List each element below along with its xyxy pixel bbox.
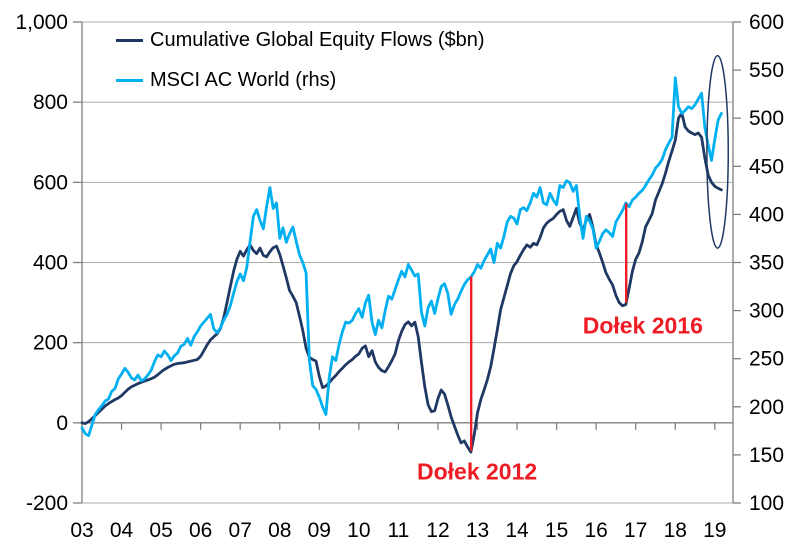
- y-axis-left-label: 1,000: [15, 11, 68, 34]
- y-axis-right-label: 100: [749, 492, 784, 515]
- legend-item-flows: Cumulative Global Equity Flows ($bn): [116, 20, 485, 60]
- y-axis-left-label: -200: [26, 492, 68, 515]
- y-axis-right-label: 200: [749, 396, 784, 419]
- legend: Cumulative Global Equity Flows ($bn) MSC…: [116, 20, 485, 100]
- y-axis-right-label: 150: [749, 444, 784, 467]
- x-axis-label: 03: [70, 519, 93, 542]
- x-axis-label: 07: [229, 519, 252, 542]
- annotation-dolek-2012: Dołek 2012: [416, 458, 538, 485]
- y-axis-left-label: 200: [33, 332, 68, 355]
- flows-line-swatch: [116, 38, 143, 42]
- legend-item-msci: MSCI AC World (rhs): [116, 60, 485, 100]
- x-axis-label: 04: [110, 519, 134, 542]
- y-axis-right-label: 300: [749, 300, 784, 323]
- x-axis-label: 08: [268, 519, 291, 542]
- y-axis-left-label: 600: [33, 171, 68, 194]
- x-axis-label: 18: [664, 519, 687, 542]
- legend-label-msci: MSCI AC World (rhs): [150, 68, 337, 91]
- y-axis-right-label: 500: [749, 107, 784, 130]
- x-axis-label: 12: [426, 519, 449, 542]
- y-axis-right-label: 250: [749, 348, 784, 371]
- x-axis-label: 06: [189, 519, 212, 542]
- x-axis-label: 16: [584, 519, 607, 542]
- msci-line: [80, 76, 723, 438]
- legend-label-flows: Cumulative Global Equity Flows ($bn): [150, 28, 485, 51]
- x-axis-label: 14: [505, 519, 529, 542]
- y-axis-right-label: 550: [749, 59, 784, 82]
- x-axis-label: 19: [703, 519, 726, 542]
- y-axis-right-label: 400: [749, 203, 784, 226]
- y-axis-right-label: 450: [749, 155, 784, 178]
- y-axis-right-label: 600: [749, 11, 784, 34]
- y-axis-left-label: 0: [56, 412, 68, 435]
- annotation-dolek-2016: Dołek 2016: [582, 312, 703, 339]
- x-axis-label: 05: [149, 519, 172, 542]
- x-axis-label: 09: [308, 519, 331, 542]
- y-axis-left-label: 400: [33, 252, 68, 275]
- msci-line-swatch: [116, 78, 143, 82]
- x-axis-label: 15: [545, 519, 568, 542]
- flows-line: [80, 111, 723, 454]
- y-axis-left-label: 800: [33, 91, 68, 114]
- x-axis-label: 13: [466, 519, 489, 542]
- x-axis-label: 17: [624, 519, 647, 542]
- x-axis-label: 10: [347, 519, 370, 542]
- y-axis-right-label: 350: [749, 252, 784, 275]
- x-axis-label: 11: [387, 519, 409, 542]
- highlight-ellipse: [706, 54, 729, 249]
